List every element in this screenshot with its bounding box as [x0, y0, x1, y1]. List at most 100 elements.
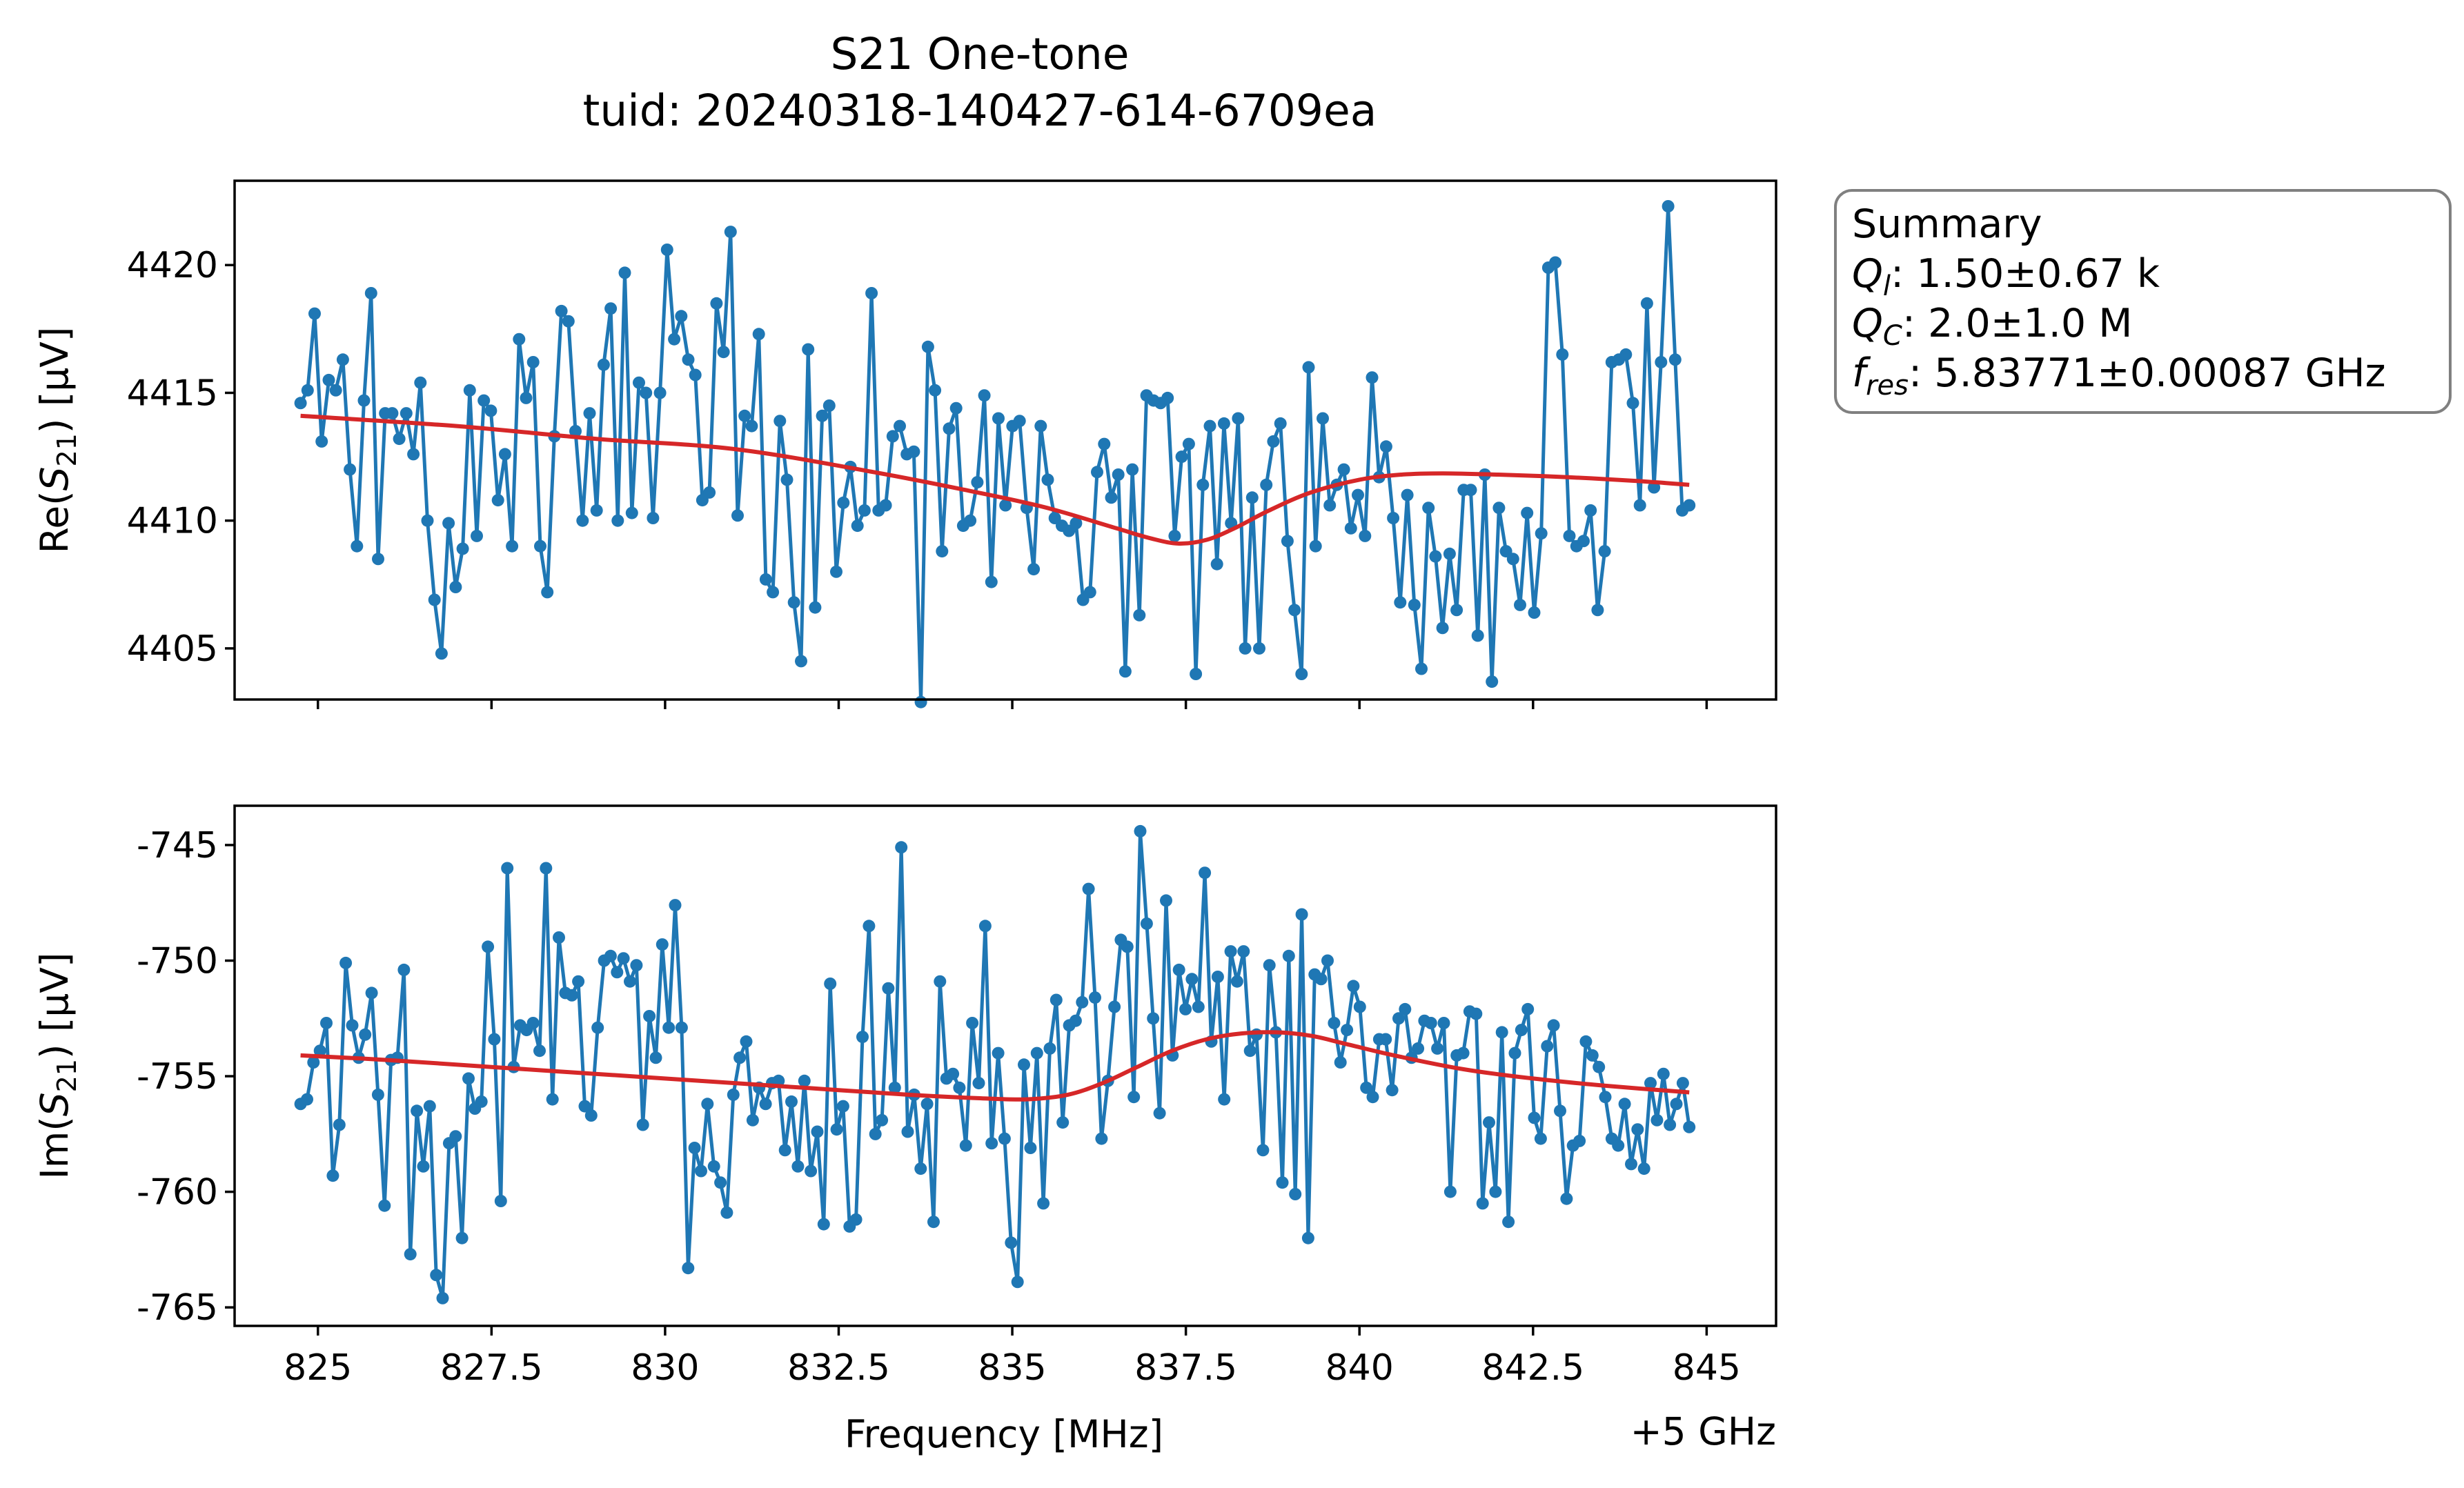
im-s21-data-point	[1650, 1113, 1664, 1127]
re-s21-data-point	[1034, 419, 1047, 433]
im-s21-data-point	[313, 1044, 326, 1058]
re-s21-data-point	[710, 297, 723, 310]
im-s21-data-point	[1011, 1276, 1024, 1289]
re-s21-data-point	[1535, 527, 1548, 540]
im-s21-data-point	[1670, 1098, 1683, 1111]
re-s21-data-point	[1245, 491, 1259, 504]
im-s21-data-point	[1399, 1002, 1412, 1015]
im-s21-data-point	[1457, 1046, 1470, 1060]
re-s21-data-point	[1105, 491, 1118, 504]
re-s21-data-point	[1464, 484, 1477, 497]
re-s21-data-point	[653, 386, 667, 399]
re-s21-data-point	[1070, 517, 1083, 530]
re-s21-data-point	[921, 340, 934, 353]
im-s21-data-point	[553, 931, 565, 944]
im-s21-data-point	[798, 1074, 811, 1087]
im-s21-data-point	[333, 1118, 346, 1131]
re-s21-data-point	[407, 448, 420, 461]
re-s21-data-point	[985, 575, 998, 588]
im-s21-data-point	[662, 1021, 676, 1034]
im-s21-data-point	[746, 1113, 759, 1127]
chart-title: S21 One-tone	[830, 29, 1129, 79]
re-s21-data-point	[421, 514, 434, 527]
re-s21-data-point	[894, 419, 906, 433]
im-s21-data-point	[1211, 971, 1224, 983]
re-s21-data-point	[428, 593, 441, 606]
im-s21-data-point	[1024, 1142, 1037, 1154]
re-s21-data-point	[471, 529, 483, 542]
re-s21-data-point	[1514, 598, 1526, 611]
re-s21-data-point	[668, 333, 681, 346]
re-s21-data-point	[1591, 604, 1604, 617]
re-s21-data-point	[738, 409, 751, 422]
im-s21-data-point	[1599, 1091, 1612, 1104]
re-s21-data-point	[1091, 466, 1103, 479]
im-s21-data-point	[901, 1125, 914, 1138]
im-s21-data-point	[733, 1051, 747, 1064]
im-s21-data-point	[1437, 1017, 1450, 1029]
im-s21-data-point	[417, 1160, 430, 1173]
im-s21-data-point	[1243, 1044, 1256, 1058]
im-s21-data-point	[992, 1046, 1005, 1060]
im-s21-data-point	[1360, 1081, 1373, 1094]
im-s21-data-point	[1301, 1231, 1314, 1244]
im-s21-data-point	[643, 1010, 656, 1022]
im-s21-data-point	[1199, 866, 1212, 880]
re-s21-data-point	[1640, 297, 1653, 310]
re-s21-data-point	[506, 539, 519, 553]
im-s21-data-point	[1476, 1197, 1489, 1210]
re-s21-data-point	[1577, 535, 1590, 548]
re-s21-data-point	[1317, 412, 1329, 425]
re-s21-data-point	[682, 353, 695, 366]
im-s21-data-point	[1379, 1033, 1392, 1046]
im-s21-data-point	[1263, 959, 1276, 972]
re-s21-data-point	[1302, 361, 1315, 374]
re-s21-data-point	[1436, 622, 1449, 635]
re-s21-data-point	[1083, 586, 1096, 599]
im-s21-data-point	[636, 1118, 649, 1131]
re-s21-data-point	[329, 384, 342, 397]
re-s21-data-point	[767, 586, 780, 599]
re-s21-data-point	[1443, 547, 1456, 560]
im-s21-data-point	[533, 1044, 546, 1058]
re-s21-data-point	[1253, 642, 1265, 655]
re-s21-data-point	[1217, 417, 1230, 430]
re-s21-data-point	[449, 581, 462, 593]
x-tick-label: 842.5	[1481, 1347, 1584, 1389]
re-s21-data-point	[1175, 450, 1188, 464]
re-s21-data-point	[308, 307, 321, 320]
re-s21-data-point	[315, 435, 328, 448]
re-s21-data-point	[1260, 478, 1273, 491]
re-s21-data-point	[569, 425, 582, 437]
im-s21-data-point	[849, 1213, 863, 1226]
im-s21-data-point	[1037, 1197, 1050, 1210]
im-s21-x-ticks: 825 827.5 830 832.5 835 837.5 840 842.5 845	[284, 1326, 1741, 1389]
im-s21-data-point	[856, 1031, 869, 1044]
re-s21-y-axis-label: Re(S21) [μV]	[32, 327, 82, 554]
im-s21-data-point	[526, 1017, 540, 1029]
im-s21-data-point	[836, 1100, 849, 1113]
re-s21-data-point	[1288, 604, 1301, 617]
im-s21-data-point	[1185, 973, 1199, 986]
im-s21-y-tick-label: -765	[137, 1287, 218, 1329]
re-s21-data-point	[625, 506, 638, 519]
re-s21-data-point	[830, 565, 842, 578]
re-s21-y-tick-label: 4410	[127, 501, 218, 542]
re-s21-data-point	[851, 519, 864, 533]
im-s21-data-point	[966, 1017, 979, 1029]
im-s21-data-point	[1089, 991, 1101, 1004]
re-s21-data-point	[414, 376, 427, 389]
re-s21-data-point	[597, 358, 610, 371]
re-s21-data-point	[1267, 435, 1280, 448]
im-s21-data-point	[326, 1169, 339, 1182]
im-s21-data-point	[998, 1132, 1011, 1145]
im-s21-data-point	[494, 1195, 507, 1207]
im-s21-y-tick-label: -760	[137, 1172, 218, 1213]
x-tick-label: 835	[978, 1347, 1046, 1389]
im-s21-data-point	[817, 1218, 830, 1231]
im-s21-data-point	[1295, 908, 1308, 921]
re-s21-data-point	[1309, 539, 1322, 553]
re-s21-data-point	[576, 514, 589, 527]
re-s21-data-point	[1190, 668, 1203, 680]
